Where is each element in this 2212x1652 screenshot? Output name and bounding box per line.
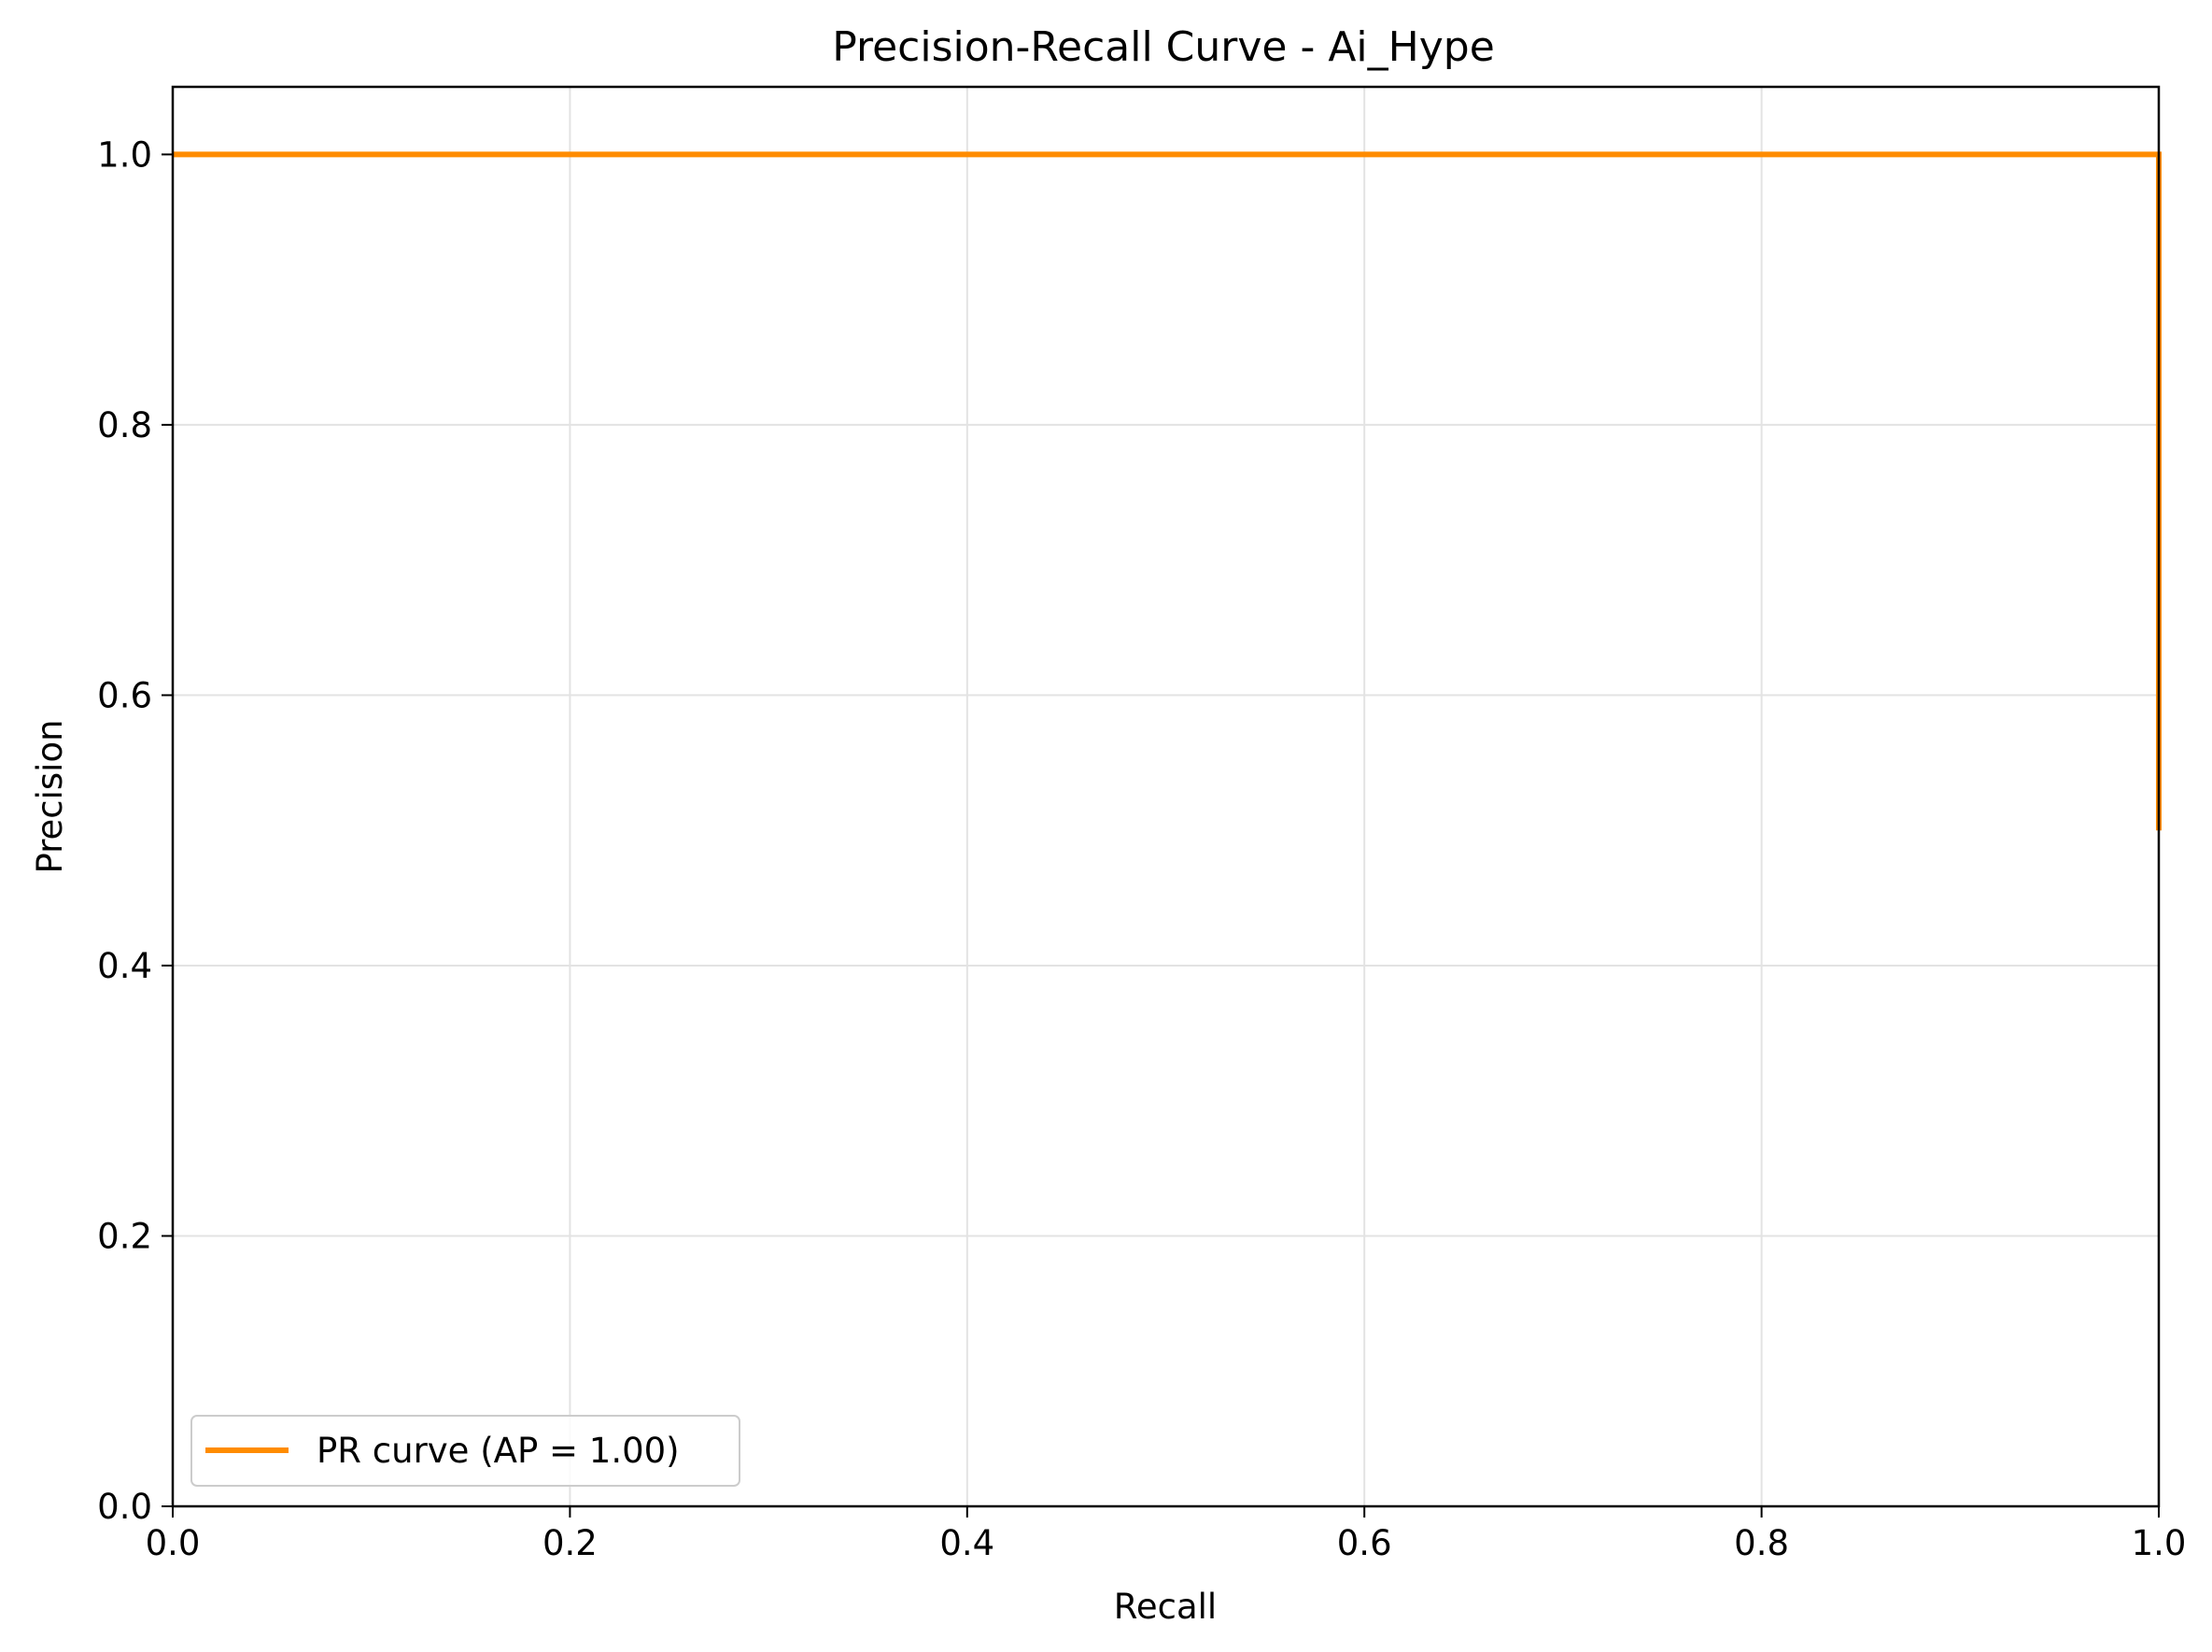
y-axis-label: Precision <box>30 719 70 873</box>
x-tick-label: 0.0 <box>146 1523 201 1563</box>
x-tick-label: 0.2 <box>542 1523 598 1563</box>
y-tick-label: 0.6 <box>97 675 152 715</box>
legend-box <box>190 1415 740 1487</box>
axis-ticks: 0.0 0.2 0.4 0.6 0.8 1.0 0.0 0.2 0.4 0.6 0.8 1.0 <box>97 134 2186 1563</box>
plot-frame <box>171 85 2161 1508</box>
y-tick-label: 1.0 <box>97 134 152 175</box>
legend-label-pr-curve: PR curve (AP = 1.00) <box>317 1431 680 1471</box>
legend: PR curve (AP = 1.00) <box>190 1415 740 1487</box>
y-tick-label: 0.8 <box>97 405 152 445</box>
y-tick-label: 0.4 <box>97 946 152 986</box>
x-axis-label: Recall <box>1114 1587 1217 1627</box>
x-tick-label: 0.8 <box>1734 1523 1789 1563</box>
x-tick-label: 0.4 <box>939 1523 994 1563</box>
x-tick-label: 0.6 <box>1337 1523 1392 1563</box>
chart-title: Precision-Recall Curve - Ai_Hype <box>832 23 1495 71</box>
y-tick-label: 0.0 <box>97 1487 152 1527</box>
x-tick-label: 1.0 <box>2132 1523 2187 1563</box>
y-tick-label: 0.2 <box>97 1216 152 1256</box>
